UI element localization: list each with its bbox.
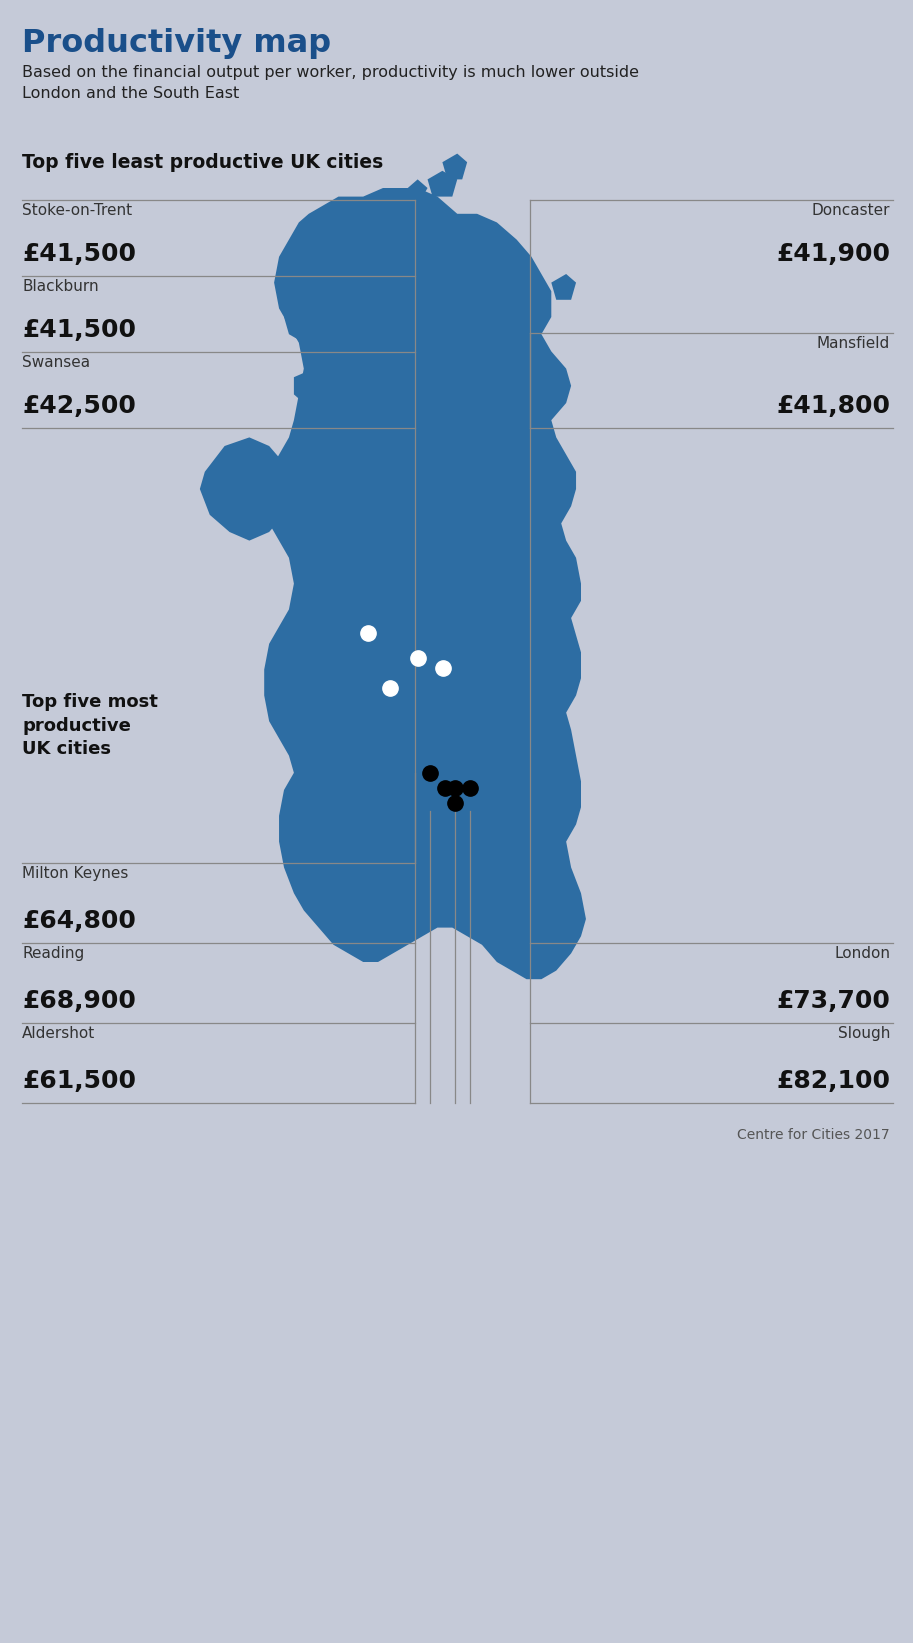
Text: Stoke-on-Trent: Stoke-on-Trent bbox=[22, 204, 132, 219]
Polygon shape bbox=[284, 291, 323, 343]
Text: Aldershot: Aldershot bbox=[22, 1025, 95, 1042]
Text: Centre for Cities 2017: Centre for Cities 2017 bbox=[738, 1129, 890, 1142]
Text: Mansfield: Mansfield bbox=[817, 337, 890, 352]
Text: £64,800: £64,800 bbox=[22, 909, 136, 933]
Text: Slough: Slough bbox=[837, 1025, 890, 1042]
Text: £73,700: £73,700 bbox=[776, 989, 890, 1014]
Text: Top five least productive UK cities: Top five least productive UK cities bbox=[22, 153, 383, 173]
Polygon shape bbox=[200, 437, 289, 541]
Text: £61,500: £61,500 bbox=[22, 1070, 136, 1093]
Polygon shape bbox=[427, 171, 457, 197]
Polygon shape bbox=[551, 274, 576, 299]
Text: £41,800: £41,800 bbox=[776, 394, 890, 417]
Text: £68,900: £68,900 bbox=[22, 989, 136, 1014]
Text: Top five most
productive
UK cities: Top five most productive UK cities bbox=[22, 693, 158, 757]
Text: Swansea: Swansea bbox=[22, 355, 90, 370]
Text: Milton Keynes: Milton Keynes bbox=[22, 866, 129, 881]
Polygon shape bbox=[443, 153, 467, 179]
Text: £41,500: £41,500 bbox=[22, 319, 136, 342]
Text: Productivity map: Productivity map bbox=[22, 28, 331, 59]
Polygon shape bbox=[541, 910, 576, 953]
Text: Reading: Reading bbox=[22, 946, 84, 961]
Text: Based on the financial output per worker, productivity is much lower outside
Lon: Based on the financial output per worker… bbox=[22, 66, 639, 100]
Text: London: London bbox=[834, 946, 890, 961]
Polygon shape bbox=[358, 652, 383, 687]
Text: £41,500: £41,500 bbox=[22, 242, 136, 266]
Polygon shape bbox=[264, 187, 586, 979]
Text: £82,100: £82,100 bbox=[776, 1070, 890, 1093]
Polygon shape bbox=[408, 179, 427, 197]
Text: Doncaster: Doncaster bbox=[812, 204, 890, 219]
Polygon shape bbox=[294, 368, 323, 403]
Text: £42,500: £42,500 bbox=[22, 394, 136, 417]
Text: £41,900: £41,900 bbox=[776, 242, 890, 266]
Text: Blackburn: Blackburn bbox=[22, 279, 99, 294]
